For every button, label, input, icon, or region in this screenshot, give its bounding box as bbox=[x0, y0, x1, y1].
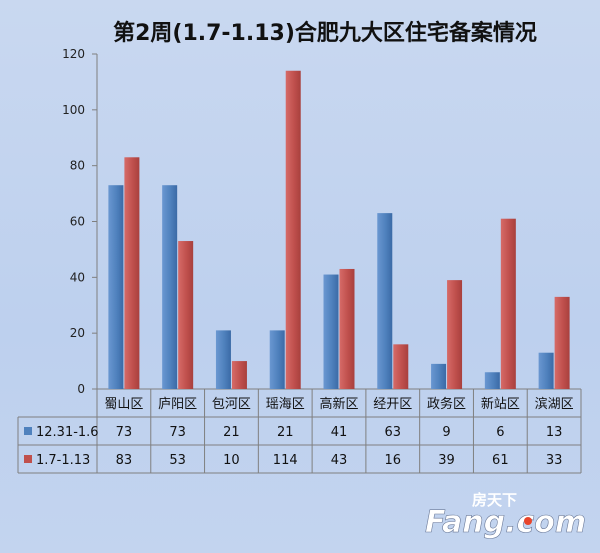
bar bbox=[162, 185, 178, 389]
fang-watermark: 房天下 Fang.com bbox=[425, 491, 587, 540]
bar bbox=[215, 330, 231, 389]
category-label: 高新区 bbox=[319, 396, 358, 412]
y-tick-label: 20 bbox=[70, 326, 85, 340]
table-cell: 41 bbox=[331, 425, 348, 440]
table-cell: 53 bbox=[169, 453, 186, 468]
y-tick-label: 120 bbox=[62, 47, 85, 61]
watermark-chinese: 房天下 bbox=[472, 491, 517, 509]
category-label: 庐阳区 bbox=[158, 397, 197, 412]
category-label: 蜀山区 bbox=[104, 397, 143, 412]
category-label: 新站区 bbox=[481, 396, 520, 412]
table-cell: 21 bbox=[223, 425, 240, 440]
table-cell: 33 bbox=[546, 453, 563, 468]
axes bbox=[92, 53, 581, 390]
legend-label: 12.31-1.6 bbox=[36, 425, 99, 440]
bar bbox=[484, 372, 500, 389]
bar bbox=[124, 157, 140, 389]
y-tick-label: 80 bbox=[70, 159, 85, 173]
legend-label: 1.7-1.13 bbox=[36, 453, 90, 468]
table-cell: 61 bbox=[492, 453, 509, 468]
y-tick-label: 60 bbox=[70, 215, 85, 229]
table-cell: 6 bbox=[496, 425, 504, 440]
category-label: 政务区 bbox=[427, 396, 466, 412]
chart-title: 第2周(1.7-1.13)合肥九大区住宅备案情况 bbox=[113, 20, 537, 46]
bar bbox=[538, 352, 554, 389]
table-cell: 16 bbox=[385, 453, 402, 468]
y-tick-label: 0 bbox=[77, 382, 85, 396]
table-cell: 21 bbox=[277, 425, 294, 440]
table-cell: 63 bbox=[385, 425, 402, 440]
table-cell: 13 bbox=[546, 425, 563, 440]
y-tick-labels: 0 20 40 60 80 100 120 bbox=[62, 47, 85, 396]
data-table: 蜀山区 庐阳区 包河区 瑶海区 高新区 经开区 政务区 新站区 滨湖区 12.31-1.6 73 73… bbox=[17, 389, 582, 474]
category-label: 瑶海区 bbox=[266, 397, 305, 412]
category-label: 滨湖区 bbox=[535, 396, 574, 412]
bar bbox=[554, 296, 570, 389]
watermark-latin: Fang.com bbox=[425, 505, 586, 540]
bar bbox=[393, 344, 409, 389]
bar bbox=[377, 213, 393, 389]
table-cell: 83 bbox=[116, 453, 133, 468]
category-label: 包河区 bbox=[212, 397, 251, 412]
bar bbox=[231, 361, 247, 389]
table-cell: 73 bbox=[169, 425, 186, 440]
bar bbox=[339, 268, 355, 389]
bar bbox=[447, 280, 463, 389]
category-label: 经开区 bbox=[373, 397, 412, 412]
table-cell: 73 bbox=[116, 425, 133, 440]
table-cell: 114 bbox=[273, 453, 298, 468]
bar bbox=[500, 218, 516, 389]
table-cell: 10 bbox=[223, 453, 240, 468]
bars bbox=[108, 70, 570, 389]
watermark-accent bbox=[524, 517, 532, 525]
y-tick-label: 40 bbox=[70, 270, 85, 284]
table-cell: 39 bbox=[438, 453, 455, 468]
bar bbox=[431, 363, 447, 389]
bar bbox=[323, 274, 339, 389]
y-tick-label: 100 bbox=[62, 103, 85, 117]
bar bbox=[285, 70, 301, 389]
bar bbox=[178, 241, 194, 389]
table-cell: 43 bbox=[331, 453, 348, 468]
legend-key bbox=[24, 455, 32, 463]
legend-key bbox=[24, 427, 32, 435]
bar bbox=[108, 185, 124, 389]
bar bbox=[269, 330, 285, 389]
table-cell: 9 bbox=[442, 425, 450, 440]
